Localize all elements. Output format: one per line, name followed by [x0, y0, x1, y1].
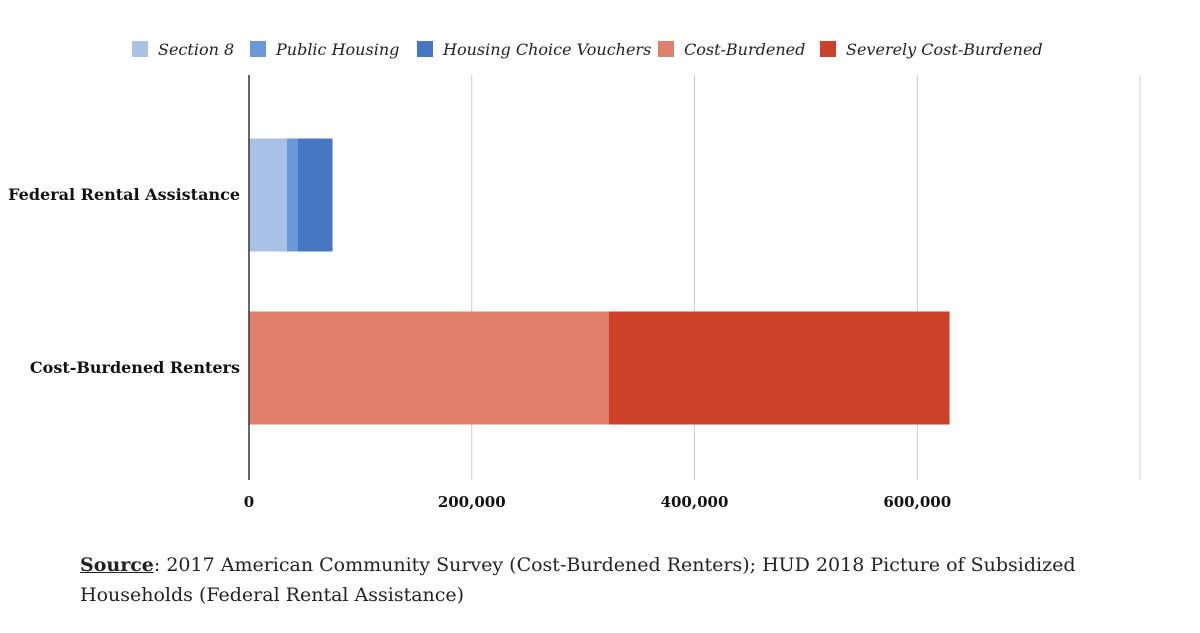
x-tick-label: 400,000	[661, 493, 729, 511]
category-label: Federal Rental Assistance	[8, 185, 240, 204]
legend-item: Cost-Burdened	[658, 40, 805, 59]
bar-segment-cost-burdened	[249, 311, 609, 425]
x-tick-label: 200,000	[438, 493, 506, 511]
bar-segment-housing-choice-vouchers	[298, 138, 333, 252]
legend-item: Public Housing	[250, 40, 399, 59]
legend-swatch	[820, 41, 836, 57]
legend-label: Section 8	[158, 40, 234, 59]
category-labels: Federal Rental Assistance Cost-Burdened R…	[8, 185, 240, 377]
tick-labels: 0 200,000 400,000 600,000	[244, 493, 951, 511]
bar-segment-severely-cost-burdened	[608, 311, 950, 425]
bar-segment-public-housing	[286, 138, 299, 252]
legend-item: Housing Choice Vouchers	[417, 40, 651, 59]
legend-label: Severely Cost-Burdened	[846, 40, 1043, 59]
legend-item: Section 8	[132, 40, 234, 59]
legend-swatch	[658, 41, 674, 57]
category-label: Cost-Burdened Renters	[30, 358, 240, 377]
source-label: Source	[80, 554, 154, 576]
legend-swatch	[132, 41, 148, 57]
x-tick-label: 0	[244, 493, 254, 511]
bars	[249, 138, 950, 425]
source-text: : 2017 American Community Survey (Cost-B…	[80, 554, 1076, 606]
legend: Section 8 Public Housing Housing Choice Vo…	[132, 40, 1043, 59]
legend-label: Public Housing	[275, 40, 399, 59]
legend-label: Cost-Burdened	[684, 40, 805, 59]
x-tick-label: 600,000	[883, 493, 951, 511]
legend-label: Housing Choice Vouchers	[442, 40, 651, 59]
legend-item: Severely Cost-Burdened	[820, 40, 1043, 59]
bar-segment-section-8	[249, 138, 287, 252]
stacked-bar-chart: Federal Rental Assistance Cost-Burdened R…	[8, 40, 1141, 511]
source-note: Source: 2017 American Community Survey (…	[80, 550, 1160, 610]
legend-swatch	[417, 41, 433, 57]
legend-swatch	[250, 41, 266, 57]
